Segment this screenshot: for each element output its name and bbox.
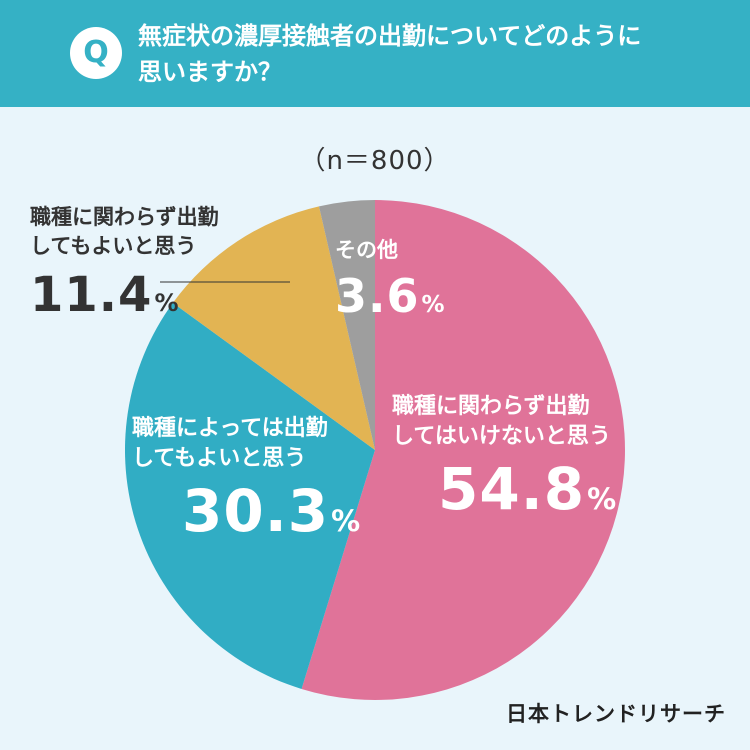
pie-slice-must-not xyxy=(301,200,625,700)
slice-value-depends: 30.3% xyxy=(182,477,362,545)
slice-label-other: その他 3.6% xyxy=(335,236,446,334)
question-badge: Q xyxy=(70,27,122,79)
slice-label-depends: 職種によっては出勤 してもよいと思う 30.3% xyxy=(132,414,361,556)
question-header: Q 無症状の濃厚接触者の出勤についてどのように 思いますか？ xyxy=(0,0,750,107)
slice-value-must-not: 54.8% xyxy=(438,455,618,523)
pie-slice-depends xyxy=(124,302,376,689)
question-title: 無症状の濃厚接触者の出勤についてどのように 思いますか？ xyxy=(138,18,718,90)
slice-label-must-not-line1: 職種に関わらず出勤 xyxy=(392,394,590,419)
slice-label-may-line2: してもよいと思う xyxy=(30,234,197,258)
slice-value-other: 3.6% xyxy=(335,269,446,323)
pie-slice-may xyxy=(172,206,375,450)
slice-value-may: 11.4% xyxy=(30,267,180,323)
slice-label-depends-line1: 職種によっては出勤 xyxy=(132,416,328,441)
question-line-2: 思いますか？ xyxy=(138,58,282,86)
slice-label-may: 職種に関わらず出勤 してもよいと思う 11.4% xyxy=(30,203,219,333)
pie-slice-other xyxy=(318,200,375,450)
question-line-1: 無症状の濃厚接触者の出勤についてどのように xyxy=(138,22,642,50)
slice-label-must-not: 職種に関わらず出勤 してはいけないと思う 54.8% xyxy=(392,392,617,534)
slice-label-may-line1: 職種に関わらず出勤 xyxy=(30,205,219,229)
slice-label-other-line1: その他 xyxy=(335,238,398,262)
slice-label-depends-line2: してもよいと思う xyxy=(132,446,307,471)
sample-size: （n＝800） xyxy=(299,146,451,176)
brand-logo: 日本トレンドリサーチ xyxy=(506,702,726,726)
slice-label-must-not-line2: してはいけないと思う xyxy=(392,424,611,449)
